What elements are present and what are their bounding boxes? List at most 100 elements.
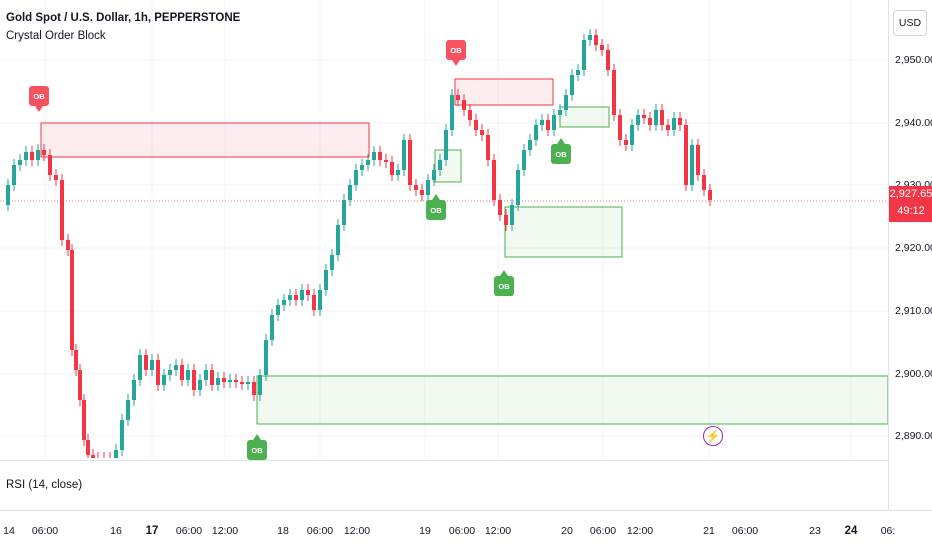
time-tick: 21 (703, 525, 715, 537)
price-label: 2,950.00 (895, 54, 932, 66)
currency-button[interactable]: USD (893, 10, 927, 36)
time-tick: 17 (145, 525, 159, 537)
candle (74, 350, 78, 370)
time-tick: 18 (277, 525, 289, 537)
candle (300, 290, 304, 300)
time-tick: 12:00 (343, 525, 371, 537)
candle (558, 110, 562, 115)
time-tick: 06:00 (31, 525, 59, 537)
time-tick: 24 (844, 525, 858, 537)
time-axis[interactable]: 14 06:00 16 17 06:00 12:00 18 06:00 12:0… (0, 510, 932, 551)
bearish-order-block-zone (454, 78, 554, 106)
candle (672, 118, 676, 130)
candle (66, 240, 70, 250)
time-tick: 20 (561, 525, 573, 537)
countdown-timer: 49:12 (897, 205, 925, 217)
candle (30, 152, 34, 160)
candle (378, 152, 382, 160)
candle (60, 180, 64, 240)
candle (348, 185, 352, 200)
candle (546, 120, 550, 130)
candle (408, 140, 412, 185)
time-tick: 06:00 (306, 525, 334, 537)
candle (534, 125, 538, 140)
candle (444, 130, 448, 160)
candle (42, 150, 46, 155)
time-tick: 16 (110, 525, 122, 537)
candle (654, 110, 658, 125)
price-label: 2,940.00 (895, 117, 932, 129)
candle (36, 150, 40, 160)
candle (204, 370, 208, 380)
symbol-title[interactable]: Gold Spot / U.S. Dollar, 1h, PEPPERSTONE (6, 12, 241, 24)
candle (240, 382, 244, 384)
candle (366, 160, 370, 165)
time-tick: 12:00 (626, 525, 654, 537)
ob-badge: OB (29, 86, 49, 112)
bearish-order-block-zone (40, 122, 370, 158)
candle (252, 382, 256, 395)
ob-badge: OB (247, 434, 267, 460)
candle (630, 125, 634, 145)
time-tick: 06:00 (175, 525, 203, 537)
candle (228, 380, 232, 382)
candle (450, 95, 454, 130)
last-price-tag: 2,927.65 49:12 (889, 186, 932, 222)
price-label: 2,910.00 (895, 305, 932, 317)
price-chart[interactable]: Gold Spot / U.S. Dollar, 1h, PEPPERSTONE… (0, 0, 889, 466)
candle (186, 370, 190, 380)
time-tick: 06:00 (589, 525, 617, 537)
candle (636, 115, 640, 125)
candle (198, 380, 202, 390)
candle (618, 115, 622, 140)
candle (156, 360, 160, 385)
candle (462, 100, 466, 110)
candle (216, 378, 220, 385)
indicator-name[interactable]: Crystal Order Block (6, 30, 106, 42)
ob-badge: OB (551, 138, 571, 164)
time-tick: 06:00 (448, 525, 476, 537)
candle (582, 40, 586, 70)
candle (492, 160, 496, 200)
candle (504, 215, 508, 225)
candle (6, 185, 10, 205)
candle (48, 155, 52, 175)
chart-canvas[interactable] (0, 0, 889, 466)
candle (552, 115, 556, 130)
candle (324, 270, 328, 290)
candle (174, 365, 178, 370)
candle (282, 300, 286, 305)
candle (210, 370, 214, 385)
candle (468, 110, 472, 120)
candle (390, 162, 394, 175)
candle (594, 35, 598, 45)
candle (402, 140, 406, 170)
time-tick: 12:00 (484, 525, 512, 537)
candle (270, 315, 274, 340)
price-scale[interactable]: USD 2,950.00 2,940.00 2,930.00 2,920.00 … (888, 0, 932, 510)
rsi-pane[interactable]: RSI (14, close) (0, 460, 888, 511)
candle (150, 360, 154, 370)
candle (648, 118, 652, 125)
lightning-icon[interactable]: ⚡ (703, 426, 723, 446)
candle (426, 180, 430, 195)
candle (474, 120, 478, 130)
candle (144, 355, 148, 370)
candle (12, 165, 16, 185)
candle (120, 420, 124, 450)
candle (432, 170, 436, 180)
time-tick: 12:00 (211, 525, 239, 537)
candle (612, 70, 616, 115)
ob-badge: OB (446, 40, 466, 66)
candle (18, 160, 22, 165)
candle (24, 152, 28, 160)
candle (510, 205, 514, 225)
candle (126, 400, 130, 420)
candle (168, 370, 172, 375)
rsi-label[interactable]: RSI (14, close) (6, 479, 83, 491)
candle (702, 175, 706, 190)
candle (360, 165, 364, 170)
candle (180, 365, 184, 380)
candle (276, 305, 280, 315)
candle (396, 170, 400, 175)
